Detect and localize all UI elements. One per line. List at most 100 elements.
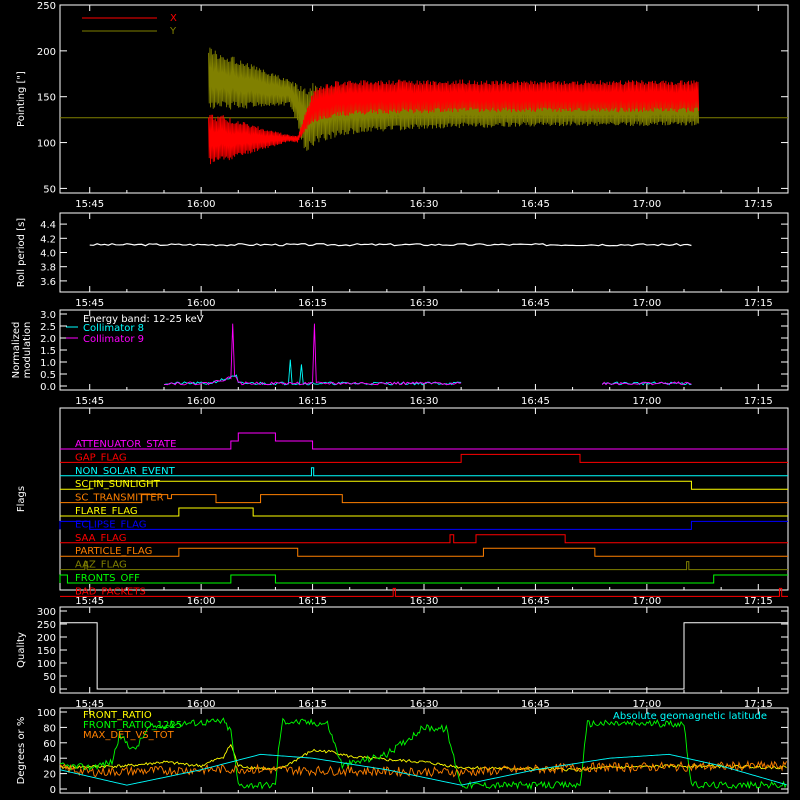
collimator-9-line (601, 381, 692, 386)
y-tick-label: 50 (43, 184, 56, 195)
flag-saa-flag-line (60, 534, 788, 544)
flag-label: ECLIPSE_FLAG (75, 519, 146, 530)
x-tick-label: 16:15 (298, 298, 327, 309)
x-tick-label: 16:15 (298, 199, 327, 210)
flag-label: SC_IN_SUNLIGHT (75, 479, 161, 490)
y-tick-label: 0 (50, 685, 56, 696)
panel-frame (59, 212, 789, 293)
panel-2: 15:45 16:00 16:15 16:30 16:45 17:00 17:15 Roll … (16, 212, 789, 309)
y-axis-label: Pointing ["] (16, 71, 27, 127)
x-tick-label: 16:15 (298, 396, 327, 407)
y-tick-label: 0.5 (40, 370, 56, 381)
flag-label: PARTICLE_FLAG (75, 546, 152, 557)
flag-label: SAA_FLAG (75, 533, 126, 544)
legend-title: Energy band: 12-25 keV (83, 314, 204, 325)
series-line-3 (59, 759, 787, 778)
panel-6: 15:4516:0016:1516:3016:4517:0017:15Degre… (16, 707, 789, 800)
y-tick-label: 250 (37, 1, 56, 12)
series-line-4 (59, 753, 787, 786)
panel-4: 15:45 16:00 16:15 16:30 16:45 17:00 17:15 Flags… (16, 407, 789, 607)
y-tick-label: 200 (37, 633, 56, 644)
series-line-2 (59, 717, 787, 791)
x-tick-label: 16:45 (521, 199, 550, 210)
flag-aaz-flag-line (60, 561, 788, 571)
x-tick-label: 16:45 (521, 298, 550, 309)
x-tick-label: 16:00 (187, 298, 216, 309)
x-tick-label: 16:00 (187, 396, 216, 407)
flag-bad-packets-line (60, 587, 788, 597)
flag-fronts-off-line (59, 574, 788, 584)
collimator-9-line (163, 323, 462, 386)
flag-flare-flag-line (60, 507, 788, 517)
flag-label: BAD_PACKETS (75, 586, 146, 597)
y-axis-label: Quality (16, 632, 27, 668)
y-tick-label: 60 (43, 739, 56, 750)
y-tick-label: 300 (37, 607, 56, 618)
x-tick-label: 17:00 (632, 396, 661, 407)
legend-label: FRONT_RATIO_1225 (83, 720, 182, 731)
x-tick-label: 17:15 (744, 199, 773, 210)
y-tick-label: 4.2 (40, 234, 56, 245)
flag-label: ATTENUATOR_STATE (75, 439, 176, 450)
y-tick-label: 200 (37, 47, 56, 58)
panel-3: 15:45 16:00 16:15 16:30 16:45 17:00 17:15 Norma… (11, 309, 789, 407)
flag-label: GAP_FLAG (75, 452, 127, 463)
quality-line (60, 622, 788, 690)
y-tick-label: 40 (43, 754, 56, 765)
legend-label: MAX_DET_VS_TOT (83, 730, 175, 741)
x-tick-label: 16:00 (187, 699, 216, 710)
y-tick-label: 50 (43, 672, 56, 683)
panel-5: 15:45 16:00 16:15 16:30 16:45 17:00 17:15 Quali… (16, 606, 789, 710)
y-tick-label: 150 (37, 646, 56, 657)
flag-label: SC_TRANSMITTER (75, 493, 164, 504)
y-tick-label: 3.6 (40, 277, 56, 288)
y-tick-label: 100 (37, 708, 56, 719)
x-tick-label: 15:45 (75, 396, 104, 407)
y-tick-label: 3.0 (40, 310, 56, 321)
flag-eclipse-flag-line (59, 520, 788, 530)
x-tick-label: 17:00 (632, 596, 661, 607)
legend-label: Collimator 8 (83, 323, 144, 334)
y-axis-label: Flags (16, 486, 27, 512)
flag-label: FLARE_FLAG (75, 506, 138, 517)
flag-sc-in-sunlight-line (60, 480, 788, 490)
x-tick-label: 16:45 (521, 396, 550, 407)
y-tick-label: 1.0 (40, 358, 56, 369)
y-tick-label: 0 (50, 785, 56, 796)
x-tick-label: 16:30 (410, 199, 439, 210)
y-tick-label: 3.8 (40, 263, 56, 274)
x-tick-label: 16:30 (410, 596, 439, 607)
y-tick-label: 150 (37, 93, 56, 104)
flag-label: AAZ_FLAG (75, 560, 127, 571)
x-tick-label: 17:15 (744, 699, 773, 710)
y-axis-label: modulation (22, 322, 33, 379)
y-axis-label: Roll period [s] (16, 218, 27, 287)
series-x-line (208, 79, 700, 165)
flag-non-solar-event-line (60, 467, 788, 477)
flag-sc-transmitter-line (60, 494, 788, 504)
y-tick-label: 20 (43, 770, 56, 781)
y-tick-label: 250 (37, 620, 56, 631)
roll-period-line (89, 242, 692, 247)
x-tick-label: 16:00 (187, 199, 216, 210)
flag-particle-flag-line (60, 547, 788, 557)
y-tick-label: 100 (37, 139, 56, 150)
x-tick-label: 17:15 (744, 298, 773, 309)
y-tick-label: 4.4 (40, 220, 56, 231)
y-tick-label: 2.5 (40, 322, 56, 333)
x-tick-label: 17:00 (632, 199, 661, 210)
x-tick-label: 17:00 (632, 699, 661, 710)
y-axis-label: Degrees or % (16, 717, 27, 785)
legend-label: Collimator 9 (83, 334, 144, 345)
x-tick-label: 16:30 (410, 699, 439, 710)
panel-1: 15:45 16:00 16:15 16:30 16:45 17:00 17:15 Point… (16, 1, 789, 210)
x-tick-label: 16:30 (410, 298, 439, 309)
legend-label: Absolute geomagnetic latitude (613, 711, 767, 722)
x-tick-label: 15:45 (75, 298, 104, 309)
x-tick-label: 16:30 (410, 396, 439, 407)
y-tick-label: 80 (43, 723, 56, 734)
x-tick-label: 17:15 (744, 396, 773, 407)
y-tick-label: 0.0 (40, 382, 56, 393)
y-axis-label: Normalized (11, 322, 22, 379)
